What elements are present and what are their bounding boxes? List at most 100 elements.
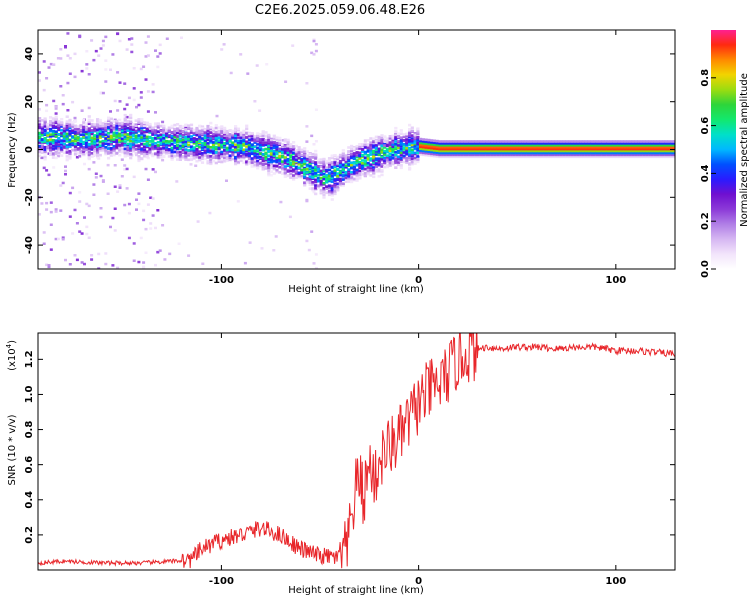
ridge-cell [253, 154, 257, 158]
ridge-cell [62, 137, 66, 140]
ridge-cell [485, 147, 489, 151]
ridge-cell [242, 155, 246, 159]
ridge-cell [96, 155, 100, 159]
ridge-cell [523, 145, 528, 149]
ridge-cell [96, 147, 100, 151]
noise-cell [111, 264, 115, 267]
ridge-cell [590, 153, 594, 157]
ridge-cell [217, 156, 221, 160]
ridge-cell [269, 141, 274, 144]
ridge-cell [38, 123, 42, 126]
ridge-cell [548, 145, 552, 149]
ridge-cell [579, 144, 583, 147]
ridge-cell [206, 160, 210, 163]
ridge-cell [96, 145, 100, 149]
ridge-cell [366, 171, 370, 175]
ridge-cell [590, 144, 594, 147]
ridge-cell [256, 143, 260, 146]
ridge-cell [245, 153, 249, 156]
ridge-cell [223, 153, 227, 157]
ridge-cell [38, 150, 42, 154]
ridge-cell [521, 147, 525, 151]
ridge-cell [206, 124, 210, 128]
ridge-cell [336, 185, 340, 189]
ridge-cell [131, 145, 136, 149]
ridge-cell [156, 130, 160, 134]
ridge-cell [639, 140, 644, 143]
ridge-cell [220, 150, 224, 154]
ridge-cell [223, 159, 227, 163]
ridge-cell [159, 153, 163, 156]
ridge-cell [203, 143, 207, 146]
ridge-cell [131, 137, 136, 141]
y-tick-label: 0.4 [24, 491, 35, 509]
ridge-cell [358, 165, 362, 168]
ridge-cell [214, 136, 218, 140]
ridge-cell [361, 159, 365, 162]
ridge-cell [388, 152, 392, 155]
ridge-cell [330, 188, 334, 192]
ridge-cell [209, 155, 213, 158]
ridge-cell [154, 147, 158, 150]
noise-cell [99, 215, 103, 219]
ridge-cell [200, 161, 205, 164]
ridge-cell [374, 168, 378, 172]
ridge-cell [256, 163, 260, 167]
ridge-cell [214, 145, 218, 149]
ridge-cell [396, 150, 401, 153]
ridge-cell [499, 155, 503, 159]
ridge-cell [637, 155, 641, 159]
ridge-cell [167, 151, 171, 155]
ridge-cell [338, 179, 343, 182]
ridge-cell [554, 153, 558, 157]
ridge-cell [154, 152, 158, 156]
ridge-cell [333, 154, 337, 157]
ridge-cell [468, 147, 472, 151]
ridge-cell [217, 133, 221, 137]
ridge-cell [275, 168, 279, 172]
noise-cell [45, 201, 49, 205]
ridge-cell [264, 155, 268, 158]
ridge-cell [167, 126, 171, 130]
ridge-cell [548, 153, 552, 157]
ridge-cell [231, 152, 235, 155]
ridge-cell [228, 143, 232, 147]
noise-cell [45, 208, 49, 211]
noise-cell [156, 55, 160, 58]
ridge-cell [129, 122, 133, 125]
ridge-cell [443, 145, 448, 149]
ridge-cell [165, 146, 169, 149]
noise-cell [127, 202, 131, 206]
ridge-cell [173, 130, 177, 134]
ridge-cell [96, 128, 100, 132]
ridge-cell [570, 153, 575, 157]
ridge-cell [590, 145, 594, 149]
ridge-cell [396, 163, 401, 166]
ridge-cell [253, 145, 257, 149]
ridge-cell [438, 145, 442, 149]
ridge-cell [118, 134, 122, 138]
noise-cell [61, 102, 65, 106]
ridge-cell [140, 142, 144, 146]
ridge-cell [642, 155, 646, 159]
ridge-cell [408, 156, 412, 159]
ridge-cell [245, 163, 249, 166]
ridge-cell [82, 135, 86, 138]
ridge-cell [54, 147, 58, 150]
ridge-cell [308, 160, 312, 163]
ridge-cell [203, 128, 207, 131]
ridge-cell [327, 157, 332, 160]
ridge-cell [151, 139, 155, 143]
ridge-cell [612, 149, 616, 153]
ridge-cell [372, 159, 376, 162]
ridge-cell [650, 153, 655, 157]
ridge-cell [126, 154, 130, 157]
ridge-cell [303, 156, 307, 160]
ridge-cell [413, 139, 417, 142]
ridge-cell [187, 126, 191, 130]
ridge-cell [548, 151, 552, 155]
ridge-cell [264, 152, 268, 155]
ridge-cell [200, 132, 205, 136]
ridge-cell [446, 147, 450, 151]
